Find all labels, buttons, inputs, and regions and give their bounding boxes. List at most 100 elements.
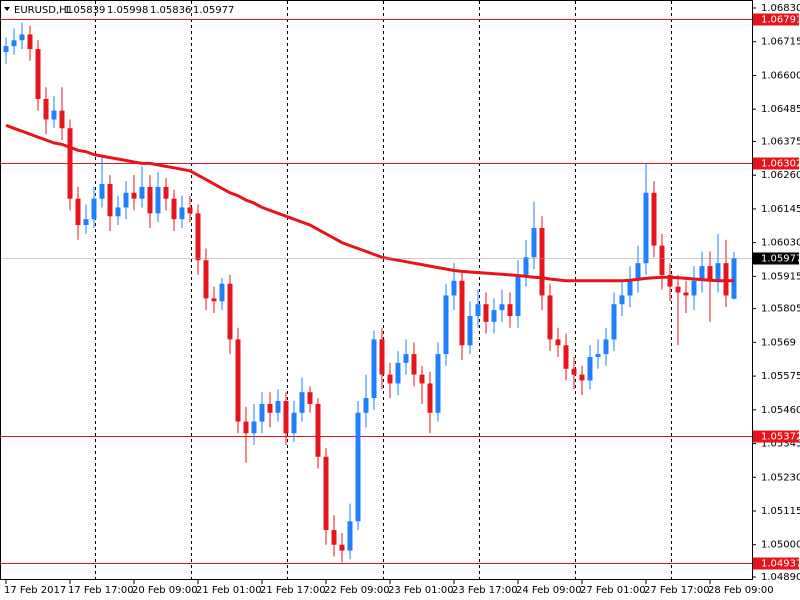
candle-body	[267, 403, 273, 413]
candle-body	[187, 207, 193, 214]
candle-body	[307, 392, 313, 404]
candle-body	[75, 198, 81, 226]
candle-body	[451, 280, 457, 296]
candle-body	[587, 357, 593, 381]
candle-body	[219, 283, 225, 302]
candle-body	[699, 266, 705, 281]
candle-body	[139, 186, 145, 199]
candle-body	[403, 354, 409, 363]
level-label: 1.04937	[761, 559, 800, 570]
candle-body	[499, 304, 505, 311]
candle-body	[155, 186, 161, 214]
candle-body	[691, 280, 697, 296]
candle-body	[643, 192, 649, 264]
candle-body	[675, 286, 681, 293]
candle-body	[475, 304, 481, 316]
candle-body	[427, 383, 433, 413]
candle-body	[435, 354, 441, 413]
candle-body	[27, 34, 33, 50]
candle-body	[483, 304, 489, 322]
candle-body	[163, 186, 169, 199]
candle-body	[531, 227, 537, 258]
y-tick-label: 1.05575	[761, 371, 800, 382]
y-tick-label: 1.05115	[761, 506, 800, 517]
x-tick-label: 21 Feb 17:00	[260, 585, 326, 596]
candle-body	[179, 207, 185, 220]
chart-title: EURUSD,H1	[14, 5, 73, 16]
candle-body	[59, 110, 65, 129]
candle-body	[107, 183, 113, 217]
candle-body	[323, 456, 329, 531]
x-tick-label: 21 Feb 01:00	[196, 585, 262, 596]
candle-body	[595, 354, 601, 358]
vertical-grid	[95, 1, 672, 579]
candle-body	[299, 392, 305, 413]
candle-body	[275, 401, 281, 413]
candle-body	[315, 403, 321, 457]
x-tick-label: 20 Feb 09:00	[132, 585, 198, 596]
candle-body	[91, 198, 97, 220]
candle-body	[11, 40, 17, 47]
candle-body	[131, 192, 137, 199]
candle-body	[211, 298, 217, 302]
candle-body	[291, 412, 297, 434]
x-tick-label: 17 Feb 17:00	[68, 585, 134, 596]
candle-body	[99, 183, 105, 199]
level-label: 1.06791	[761, 15, 800, 26]
candle-body	[195, 213, 201, 261]
header-high: 1.05998	[107, 5, 148, 16]
y-tick-label: 1.05460	[761, 405, 800, 416]
candle-body	[555, 339, 561, 346]
candle-body	[43, 98, 49, 120]
y-tick-label: 1.06375	[761, 136, 800, 147]
candle-body	[651, 192, 657, 246]
candle-body	[171, 198, 177, 220]
candle-body	[635, 263, 641, 281]
candle-body	[619, 295, 625, 305]
level-label: 1.06302	[761, 159, 800, 170]
x-tick-label: 24 Feb 09:00	[516, 585, 582, 596]
candle-body	[419, 374, 425, 384]
candle-body	[539, 227, 545, 296]
level-label-box	[753, 157, 799, 170]
candle-body	[3, 46, 9, 52]
y-tick-label: 1.06145	[761, 204, 800, 215]
candle-body	[667, 274, 673, 287]
menu-arrow[interactable]	[4, 7, 10, 11]
candle-body	[579, 374, 585, 381]
x-tick-label: 22 Feb 09:00	[324, 585, 390, 596]
candle-body	[19, 34, 25, 41]
candle-body	[491, 310, 497, 322]
candle-body	[523, 257, 529, 275]
y-tick-label: 1.05000	[761, 540, 800, 551]
header-close: 1.05977	[193, 5, 234, 16]
y-tick-label: 1.05915	[761, 271, 800, 282]
level-label-box	[753, 13, 799, 26]
y-tick-label: 1.06485	[761, 104, 800, 115]
candle-body	[347, 521, 353, 551]
y-tick-label: 1.06715	[761, 37, 800, 48]
y-tick-label: 1.06030	[761, 238, 800, 249]
candle-body	[355, 412, 361, 522]
candle-body	[371, 339, 377, 399]
plot-frame	[0, 0, 753, 580]
candle-body	[243, 421, 249, 434]
price-label-box	[753, 252, 799, 265]
candle-body	[35, 49, 41, 99]
y-tick-label: 1.06260	[761, 170, 800, 181]
candle-body	[67, 128, 73, 199]
candle-body	[363, 398, 369, 413]
candle-body	[467, 315, 473, 346]
candle-body	[387, 374, 393, 384]
candle-body	[339, 544, 345, 551]
x-tick-label: 23 Feb 01:00	[388, 585, 454, 596]
x-tick-label: 23 Feb 17:00	[452, 585, 518, 596]
y-tick-label: 1.0569	[761, 337, 796, 348]
candle-body	[203, 260, 209, 299]
candle-body	[563, 345, 569, 369]
y-tick-label: 1.06600	[761, 70, 800, 81]
candle-body	[227, 283, 233, 340]
candle-body	[83, 219, 89, 226]
x-tick-label: 27 Feb 17:00	[644, 585, 710, 596]
